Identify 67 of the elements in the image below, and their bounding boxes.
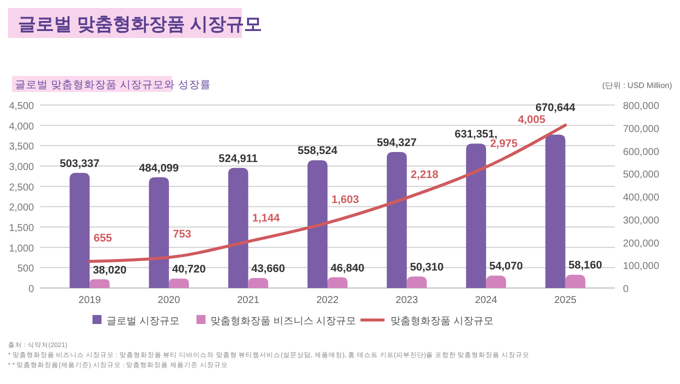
data-label: 2,975: [490, 138, 518, 150]
data-label: 524,911: [218, 152, 258, 165]
bar: [148, 177, 169, 288]
bar: [466, 144, 486, 288]
data-label: 54,070: [489, 260, 523, 273]
bar: [406, 276, 427, 288]
data-label: 1,603: [332, 194, 360, 206]
y2-tick-label: 800,000: [623, 101, 660, 112]
data-label: 4,005: [518, 114, 546, 126]
y-tick-label: 1,000: [8, 243, 34, 254]
y2-tick-label: 200,000: [623, 238, 660, 250]
data-label: 503,337: [60, 158, 100, 170]
y2-tick-label: 600,000: [623, 146, 660, 158]
data-label: 38,020: [92, 264, 126, 276]
legend-label: 맞춤형화장품 시장규모: [390, 316, 494, 327]
bar: [228, 168, 248, 288]
legend-label: 맞춤형화장품 비즈니스 시장규모: [210, 316, 356, 327]
x-tick-label: 2019: [78, 295, 102, 306]
y-tick-label: 3,000: [8, 162, 34, 173]
data-label: 46,840: [330, 262, 364, 274]
data-label: 58,160: [568, 260, 602, 272]
x-tick-label: 2020: [158, 295, 180, 306]
data-label: 1,144: [252, 212, 281, 224]
bar: [248, 278, 268, 288]
y2-tick-label: 100,000: [623, 261, 660, 272]
bar: [486, 276, 506, 288]
x-tick-label: 2025: [554, 295, 577, 306]
bar: [90, 279, 110, 288]
bar: [328, 277, 348, 288]
data-label: 631,351,: [454, 128, 498, 141]
bar: [545, 134, 566, 288]
bar: [70, 172, 90, 288]
bar: [565, 274, 586, 288]
data-label: 484,099: [139, 162, 179, 174]
x-tick-label: 2024: [474, 295, 498, 306]
x-tick-label: 2023: [396, 295, 418, 306]
bar: [308, 160, 328, 288]
bar: [386, 152, 407, 288]
y2-tick-label: 0: [623, 284, 629, 295]
y-tick-label: 4,000: [8, 121, 34, 132]
y-tick-label: 2,500: [8, 182, 34, 194]
y-tick-label: 4,500: [8, 101, 34, 112]
y-tick-label: 3,500: [8, 142, 34, 153]
x-tick-label: 2021: [237, 295, 260, 306]
legend-label: 글로벌 시장규모: [106, 316, 180, 327]
y2-tick-label: 500,000: [623, 170, 660, 181]
x-tick-label: 2022: [316, 295, 340, 306]
y-tick-label: 1,500: [8, 223, 34, 234]
chart-subtitle: 글로벌 맞춤형화장품 시장규모와 성장률: [15, 79, 211, 91]
bar: [168, 278, 189, 288]
y-tick-label: 500: [17, 264, 34, 275]
data-label: 43,660: [251, 263, 286, 276]
data-label: 753: [172, 228, 192, 240]
y2-tick-label: 400,000: [623, 192, 660, 204]
y-tick-label: 0: [28, 284, 34, 295]
data-label: 40,720: [172, 264, 206, 276]
y2-tick-label: 300,000: [623, 215, 660, 226]
chart-title: 글로벌 맞춤형화장품 시장규모: [18, 14, 262, 34]
y-tick-label: 2,000: [8, 202, 34, 214]
text: (단위 : USD Million): [602, 81, 672, 90]
data-label: 594,327: [376, 137, 417, 150]
data-label: 558,524: [298, 145, 338, 158]
data-label: 655: [94, 232, 112, 244]
data-label: 2,218: [410, 168, 438, 181]
data-label: 50,310: [410, 261, 444, 274]
y2-tick-label: 700,000: [623, 124, 660, 135]
data-label: 670,644: [535, 102, 576, 114]
